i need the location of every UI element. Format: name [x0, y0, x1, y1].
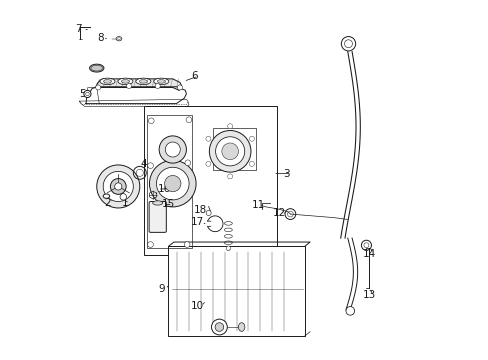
Text: 13: 13 — [362, 291, 375, 301]
Circle shape — [209, 131, 250, 172]
Ellipse shape — [89, 64, 104, 72]
Circle shape — [155, 84, 160, 89]
Text: 11: 11 — [251, 200, 264, 210]
Circle shape — [206, 211, 211, 216]
Text: 5: 5 — [79, 89, 85, 99]
Circle shape — [96, 85, 101, 90]
Ellipse shape — [121, 80, 129, 83]
Circle shape — [149, 160, 196, 207]
Ellipse shape — [157, 80, 165, 83]
Circle shape — [97, 165, 140, 208]
Circle shape — [215, 137, 244, 166]
Text: 12: 12 — [272, 208, 285, 218]
Ellipse shape — [103, 194, 109, 198]
Text: 1: 1 — [122, 198, 128, 208]
Circle shape — [184, 242, 190, 247]
Ellipse shape — [139, 80, 147, 83]
Circle shape — [83, 90, 91, 98]
Circle shape — [184, 160, 190, 166]
Circle shape — [226, 246, 230, 250]
Text: 2: 2 — [104, 198, 111, 208]
Ellipse shape — [100, 78, 115, 85]
Text: 10: 10 — [190, 301, 203, 311]
Ellipse shape — [153, 78, 168, 85]
Circle shape — [205, 161, 210, 166]
Circle shape — [227, 124, 232, 129]
Circle shape — [165, 142, 180, 157]
Text: 3: 3 — [283, 168, 289, 179]
Text: 15: 15 — [162, 199, 175, 210]
Circle shape — [156, 167, 189, 200]
Text: 14: 14 — [362, 248, 375, 258]
Ellipse shape — [238, 323, 244, 331]
Circle shape — [227, 174, 232, 179]
Text: 6: 6 — [191, 71, 197, 81]
Circle shape — [341, 37, 355, 51]
Circle shape — [126, 84, 131, 89]
Ellipse shape — [136, 78, 151, 85]
Text: 4: 4 — [140, 159, 146, 169]
Text: 18: 18 — [194, 206, 207, 216]
Circle shape — [222, 143, 238, 159]
Circle shape — [147, 242, 153, 247]
Text: 9: 9 — [158, 284, 164, 294]
Circle shape — [159, 136, 186, 163]
Circle shape — [215, 323, 223, 331]
Circle shape — [148, 118, 154, 124]
Circle shape — [103, 171, 133, 202]
Bar — [147, 116, 191, 248]
Circle shape — [249, 161, 254, 166]
Bar — [168, 246, 304, 336]
Polygon shape — [96, 79, 182, 90]
Circle shape — [164, 175, 181, 192]
Ellipse shape — [118, 78, 133, 85]
Circle shape — [185, 117, 191, 123]
Bar — [144, 107, 276, 255]
Circle shape — [120, 194, 126, 200]
Bar — [212, 128, 255, 170]
Ellipse shape — [116, 37, 122, 41]
FancyBboxPatch shape — [149, 202, 166, 232]
Circle shape — [346, 307, 354, 315]
Text: 17: 17 — [190, 217, 203, 227]
Text: 8: 8 — [98, 33, 104, 43]
Circle shape — [177, 85, 182, 90]
Circle shape — [110, 179, 126, 194]
Ellipse shape — [103, 80, 111, 83]
Circle shape — [211, 319, 227, 335]
Circle shape — [147, 163, 153, 168]
Text: 16: 16 — [158, 184, 171, 194]
Text: 7: 7 — [75, 24, 82, 35]
Circle shape — [205, 136, 210, 141]
Circle shape — [115, 183, 122, 190]
Circle shape — [249, 136, 254, 141]
Ellipse shape — [152, 201, 163, 205]
